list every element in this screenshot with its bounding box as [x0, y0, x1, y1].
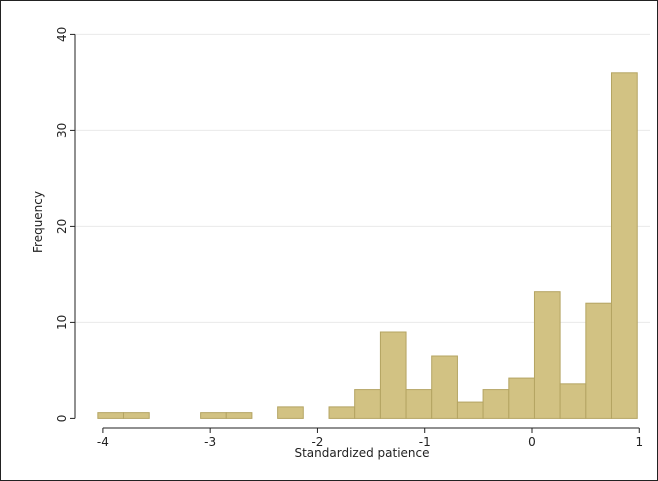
bar — [379, 331, 407, 419]
bar — [610, 72, 638, 419]
bar — [354, 389, 381, 419]
x-tick-label: -2 — [311, 435, 323, 449]
bar — [225, 412, 253, 419]
bar — [585, 302, 612, 419]
x-tick-label: 0 — [528, 435, 536, 449]
y-tick-label: 10 — [55, 315, 69, 330]
bar — [200, 412, 227, 419]
y-tick-label: 0 — [55, 415, 69, 423]
y-axis-label: Frequency — [31, 191, 45, 253]
bar — [559, 383, 587, 419]
bar — [277, 406, 304, 419]
y-tick-label: 40 — [55, 27, 69, 42]
plot-area — [75, 20, 650, 428]
bar — [456, 401, 484, 419]
y-tick-label: 30 — [55, 123, 69, 138]
x-tick-label: -1 — [419, 435, 431, 449]
x-tick-label: -4 — [97, 435, 109, 449]
bar — [508, 377, 535, 419]
bar — [482, 389, 510, 419]
y-tick-label: 20 — [55, 219, 69, 234]
x-axis-label: Standardized patience — [294, 446, 429, 460]
bar — [97, 412, 124, 419]
bar — [431, 355, 458, 419]
bar — [533, 291, 561, 419]
bar — [122, 412, 150, 419]
x-tick-label: -3 — [204, 435, 216, 449]
bar — [328, 406, 356, 419]
x-tick-label: 1 — [635, 435, 643, 449]
bar — [405, 389, 433, 419]
